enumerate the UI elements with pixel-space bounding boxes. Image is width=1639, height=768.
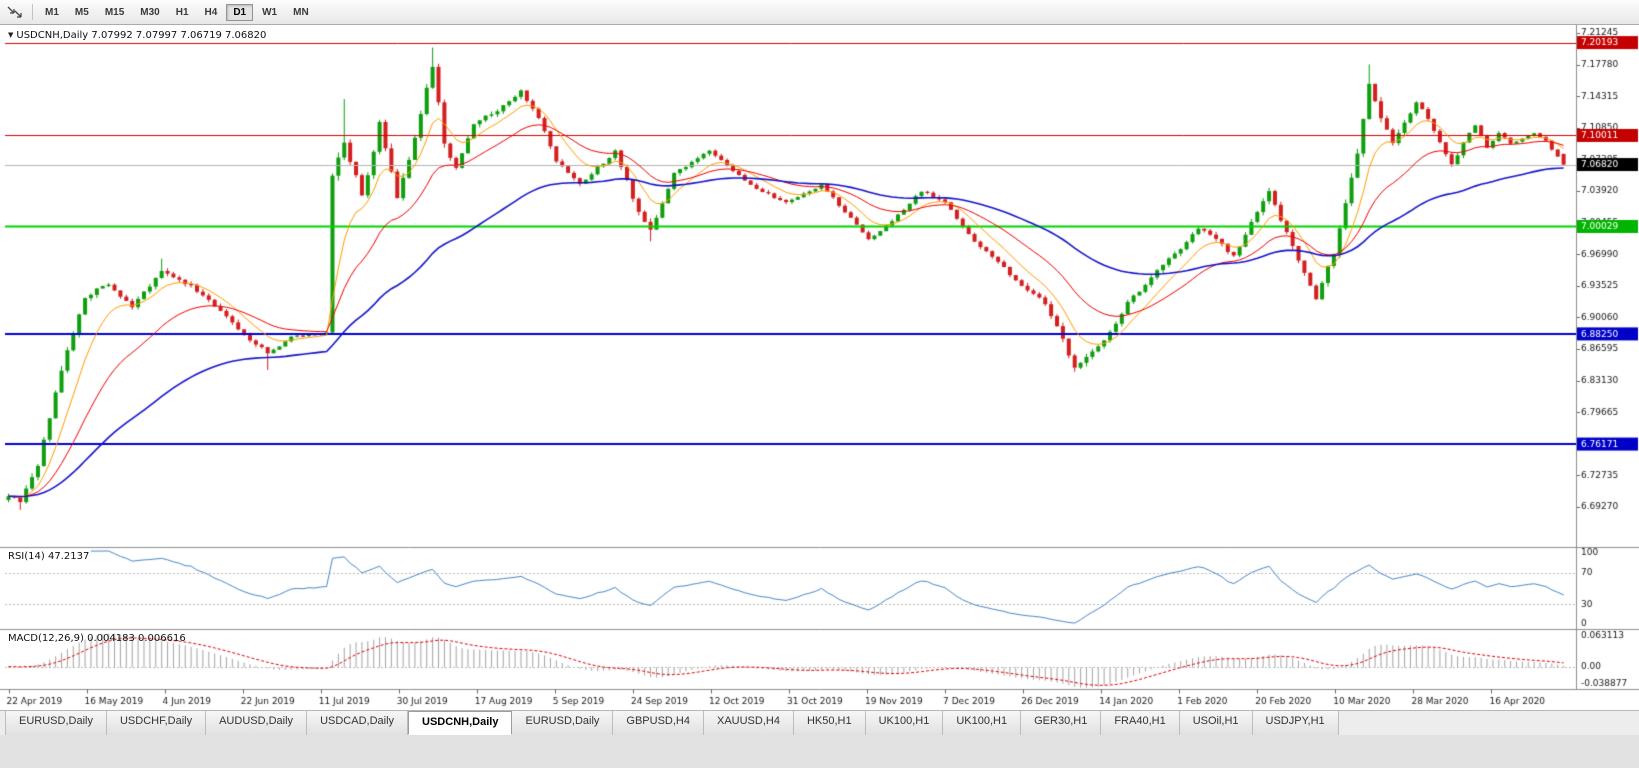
chart-tab[interactable]: USDCHF,Daily: [106, 711, 207, 735]
chart-tab[interactable]: USDCNH,Daily: [408, 711, 513, 735]
chart-tab-bar: EURUSD,Daily USDCHF,Daily AUDUSD,Daily USDC…: [0, 710, 1639, 735]
timeframe-button[interactable]: M5: [68, 4, 96, 21]
timeframe-button[interactable]: M15: [98, 4, 131, 21]
chart-tab[interactable]: EURUSD,Daily: [512, 711, 614, 735]
chart-tab[interactable]: EURUSD,Daily: [5, 711, 107, 735]
timeframe-button[interactable]: D1: [226, 3, 254, 21]
timeframe-button[interactable]: H4: [198, 4, 225, 21]
toolbar-separator: [32, 4, 33, 20]
timeframe-buttons: M1 M5 M15 M30 H1 H4 D1 W1 MN: [38, 3, 316, 21]
chart-tab[interactable]: XAUUSD,H4: [703, 711, 794, 735]
chart-tab[interactable]: USOil,H1: [1179, 711, 1253, 735]
chart-tab[interactable]: GBPUSD,H4: [613, 711, 704, 735]
timeframe-button[interactable]: M30: [133, 4, 166, 21]
chart-tab[interactable]: UK100,H1: [865, 711, 944, 735]
chart-tab[interactable]: HK50,H1: [793, 711, 866, 735]
chart-tab[interactable]: UK100,H1: [943, 711, 1022, 735]
timeframe-button[interactable]: M1: [38, 4, 66, 21]
chart-tab[interactable]: GER30,H1: [1021, 711, 1102, 735]
timeframe-button[interactable]: H1: [169, 4, 196, 21]
chart-tab[interactable]: USDCAD,Daily: [307, 711, 409, 735]
chart-tab[interactable]: FRA40,H1: [1101, 711, 1180, 735]
chart-tab[interactable]: AUDUSD,Daily: [206, 711, 308, 735]
timeframe-button[interactable]: MN: [286, 4, 316, 21]
timeframe-toolbar: M1 M5 M15 M30 H1 H4 D1 W1 MN: [0, 0, 1639, 25]
price-chart-canvas[interactable]: [0, 25, 1639, 710]
chart-menu-icon[interactable]: [3, 3, 27, 21]
chart-tab[interactable]: USDJPY,H1: [1252, 711, 1339, 735]
timeframe-button[interactable]: W1: [255, 4, 284, 21]
